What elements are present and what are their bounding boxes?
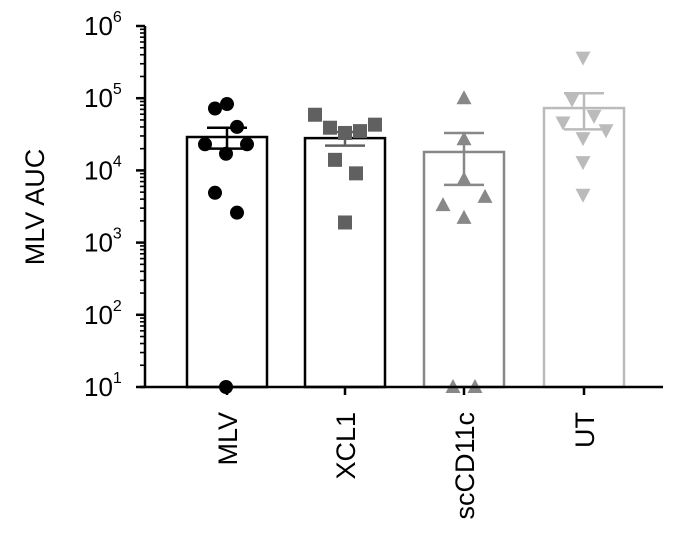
y-tick-label: 106 <box>84 9 122 41</box>
data-point-triangle-up <box>456 90 472 105</box>
bar-sccd11c <box>422 150 506 389</box>
data-point-circle <box>240 137 254 152</box>
data-point-square <box>368 117 382 132</box>
data-point-triangle-down <box>555 116 571 131</box>
data-point-circle <box>220 97 234 112</box>
data-point-square <box>349 166 363 181</box>
x-tick-label: MLV <box>213 412 243 466</box>
data-point-circle <box>219 146 233 161</box>
y-tick-label: 104 <box>84 153 122 185</box>
bar-mlv <box>185 135 269 389</box>
data-point-triangle-up <box>477 188 493 203</box>
data-point-square <box>328 152 342 167</box>
data-point-circle <box>198 137 212 152</box>
data-point-triangle-down <box>586 109 602 124</box>
bar-ut <box>542 106 626 389</box>
data-point-circle <box>230 119 244 134</box>
data-point-triangle-down <box>575 51 591 66</box>
data-point-triangle-down <box>598 124 614 139</box>
data-point-triangle-down <box>575 156 591 171</box>
data-point-triangle-up <box>435 197 451 212</box>
data-point-triangle-down <box>575 188 591 203</box>
y-axis-label: MLV AUC <box>20 149 50 266</box>
data-point-triangle-down <box>564 93 580 108</box>
data-points <box>198 51 614 394</box>
data-point-square <box>338 125 352 140</box>
data-point-triangle-up <box>456 131 472 146</box>
data-point-square <box>308 107 322 122</box>
data-point-square <box>323 120 337 135</box>
data-point-triangle-down <box>575 132 591 147</box>
bars <box>185 106 626 389</box>
y-tick-label: 101 <box>84 370 122 402</box>
data-point-triangle-up <box>456 171 472 186</box>
data-point-circle <box>208 185 222 200</box>
y-tick-label: 103 <box>84 226 122 258</box>
x-tick-label: UT <box>570 412 600 448</box>
data-point-circle <box>208 101 222 116</box>
x-tick-label: XCL1 <box>331 412 361 480</box>
data-point-triangle-up <box>456 209 472 224</box>
data-point-square <box>338 215 352 230</box>
bar-xcl1 <box>303 136 387 389</box>
y-tick-label: 102 <box>84 298 122 330</box>
y-axis-title: MLV AUC <box>20 149 50 266</box>
y-axis: 101 102 103 104 105 106 <box>84 9 147 402</box>
y-tick-label: 105 <box>84 81 122 113</box>
data-point-circle <box>230 205 244 220</box>
x-tick-label: scCD11c <box>450 412 480 520</box>
x-axis: MLV XCL1 scCD11c UT <box>140 385 663 520</box>
data-point-square <box>353 124 367 139</box>
